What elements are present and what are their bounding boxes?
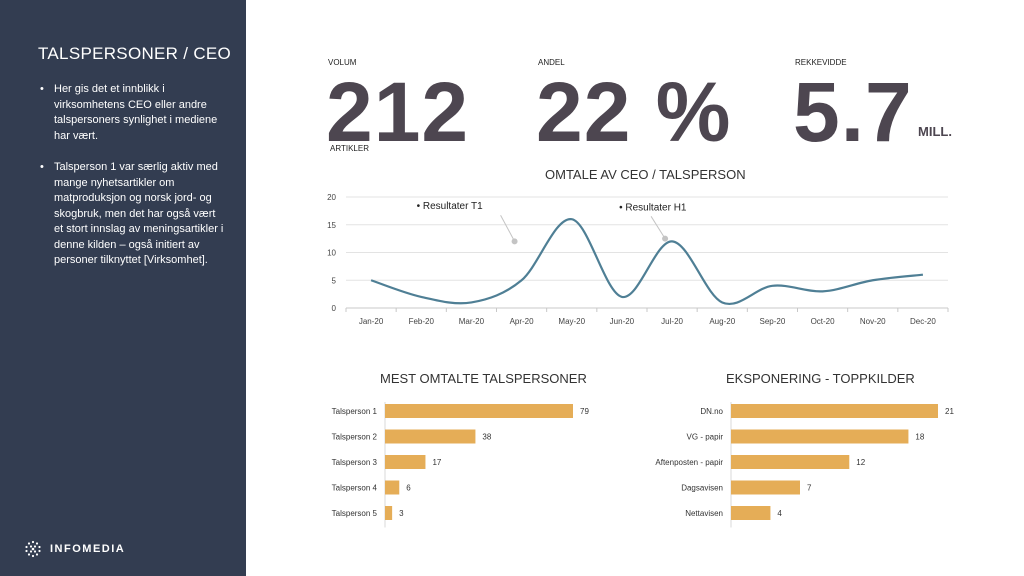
x-tick-label: Jan-20 — [359, 317, 384, 326]
kpi-rekkevidde-value: 5.7 — [793, 65, 913, 159]
bar-value-label: 79 — [580, 407, 589, 416]
bar-toppkilder — [731, 506, 771, 520]
y-tick-label: 15 — [327, 221, 336, 230]
kpi-andel-value: 22 % — [536, 65, 732, 159]
page-title: TALSPERSONER / CEO — [38, 44, 232, 63]
bar-talspersoner — [385, 404, 573, 418]
annotation-leader — [650, 216, 666, 239]
kpi-rekkevidde-label: REKKEVIDDE — [795, 58, 847, 67]
bar-toppkilder — [731, 429, 909, 444]
annotation-label: • Resultater T1 — [417, 201, 484, 212]
x-tick-label: Apr-20 — [510, 317, 535, 326]
bar-value-label: 18 — [915, 433, 924, 442]
x-tick-label: Oct-20 — [811, 317, 836, 326]
x-tick-label: Aug-20 — [709, 317, 735, 326]
bar-category-label: DN.no — [700, 407, 723, 416]
bar-toppkilder — [731, 404, 938, 418]
annotation-label: • Resultater H1 — [619, 202, 687, 213]
bar-value-label: 21 — [945, 407, 954, 416]
y-tick-label: 20 — [327, 193, 336, 202]
kpi-volum-value: 212 — [326, 65, 470, 159]
bar-value-label: 7 — [807, 484, 812, 493]
bar-category-label: Dagsavisen — [681, 484, 723, 493]
y-tick-label: 5 — [332, 276, 337, 285]
line-chart-title: OMTALE AV CEO / TALSPERSON — [545, 167, 746, 182]
bar-toppkilder — [731, 455, 850, 469]
x-tick-label: Nov-20 — [860, 317, 886, 326]
bar-chart-toppkilder-title: EKSPONERING - TOPPKILDER — [726, 371, 915, 386]
logo-mark-icon — [25, 540, 41, 558]
y-tick-label: 10 — [327, 249, 336, 258]
bar-category-label: Talsperson 4 — [332, 484, 378, 493]
bar-value-label: 17 — [432, 458, 441, 467]
bar-talspersoner — [385, 455, 426, 469]
bar-value-label: 12 — [856, 458, 865, 467]
bar-category-label: Talsperson 1 — [332, 407, 378, 416]
bar-value-label: 38 — [482, 433, 491, 442]
kpi-volum-sublabel: ARTIKLER — [330, 144, 369, 153]
bar-category-label: Aftenposten - papir — [655, 458, 723, 467]
bar-category-label: Nettavisen — [685, 509, 723, 518]
x-tick-label: Mar-20 — [459, 317, 485, 326]
x-tick-label: Dec-20 — [910, 317, 936, 326]
bar-value-label: 6 — [406, 484, 411, 493]
x-tick-label: Sep-20 — [760, 317, 786, 326]
bar-category-label: Talsperson 3 — [332, 458, 378, 467]
bar-talspersoner — [385, 480, 400, 495]
bar-value-label: 3 — [399, 509, 404, 518]
kpi-volum-label: VOLUM — [328, 58, 357, 67]
bar-category-label: Talsperson 5 — [332, 509, 378, 518]
y-tick-label: 0 — [332, 304, 337, 313]
annotation-leader — [500, 214, 516, 242]
kpi-andel-label: ANDEL — [538, 58, 565, 67]
sidebar: TALSPERSONER / CEO Her gis det et innbli… — [0, 0, 246, 576]
bar-toppkilder — [731, 480, 800, 495]
bar-value-label: 4 — [777, 509, 782, 518]
bar-talspersoner — [385, 506, 393, 520]
bar-talspersoner — [385, 429, 476, 444]
series-line — [370, 218, 924, 306]
kpi-rekkevidde-unit: MILL. — [918, 124, 952, 139]
bar-category-label: VG - papir — [687, 433, 724, 442]
bullet-item: Talsperson 1 var særlig aktiv med mange … — [38, 160, 224, 269]
x-tick-label: May-20 — [558, 317, 585, 326]
bar-chart-talspersoner-title: MEST OMTALTE TALSPERSONER — [380, 371, 587, 386]
bullet-list: Her gis det et innblikk i virksomhetens … — [38, 82, 224, 285]
infomedia-logo: INFOMEDIA — [24, 540, 125, 558]
x-tick-label: Jun-20 — [610, 317, 635, 326]
bar-category-label: Talsperson 2 — [332, 433, 378, 442]
logo-text: INFOMEDIA — [50, 543, 126, 555]
x-tick-label: Feb-20 — [409, 317, 435, 326]
x-tick-label: Jul-20 — [661, 317, 683, 326]
bullet-item: Her gis det et innblikk i virksomhetens … — [38, 82, 224, 144]
